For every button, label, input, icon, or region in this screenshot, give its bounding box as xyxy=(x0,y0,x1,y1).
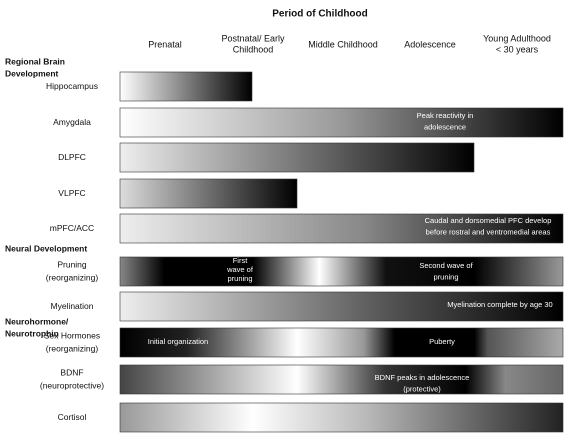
annotation: adolescence xyxy=(424,122,466,131)
column-header: Prenatal xyxy=(148,39,182,49)
gradient-bar xyxy=(119,107,564,138)
row-label: Myelination xyxy=(51,301,94,311)
annotation: before rostral and ventromedial areas xyxy=(426,227,551,236)
annotation: pruning xyxy=(433,272,458,281)
column-header: Childhood xyxy=(233,44,274,54)
annotation: First xyxy=(233,256,248,265)
gradient-bar xyxy=(119,256,564,287)
gradient-bar xyxy=(119,402,564,433)
section-label: Neurotrophin xyxy=(5,328,59,338)
annotation: Initial organization xyxy=(148,337,208,346)
row-label: Sex Hormones xyxy=(44,330,100,340)
row-label: Cortisol xyxy=(58,412,87,422)
column-header: < 30 years xyxy=(496,44,539,54)
annotation: (protective) xyxy=(403,384,441,393)
row-label: VLPFC xyxy=(58,188,85,198)
row-label: DLPFC xyxy=(58,152,86,162)
annotation: BDNF peaks in adolescence xyxy=(375,373,470,382)
row-label: (reorganizing) xyxy=(46,343,99,353)
gradient-bar xyxy=(119,213,564,244)
annotation: pruning xyxy=(227,274,252,283)
section-label: Development xyxy=(5,68,59,78)
column-header: Adolescence xyxy=(404,39,456,49)
section-label: Regional Brain xyxy=(5,56,65,66)
annotation: wave of xyxy=(226,265,254,274)
annotation: Myelination complete by age 30 xyxy=(447,300,552,309)
gradient-bar xyxy=(119,364,564,395)
row-label: Amygdala xyxy=(53,117,91,127)
title: Period of Childhood xyxy=(272,9,368,20)
annotation: Puberty xyxy=(429,337,455,346)
row-label: (reorganizing) xyxy=(46,272,99,282)
column-header: Young Adulthood xyxy=(483,33,551,43)
row-label: BDNF xyxy=(60,367,83,377)
column-header: Postnatal/ Early xyxy=(221,33,285,43)
row-label: (neuroprotective) xyxy=(40,380,104,390)
gradient-bar xyxy=(119,327,564,358)
gradient-bar xyxy=(119,142,475,173)
annotation: Caudal and dorsomedial PFC develop xyxy=(425,216,552,225)
section-label: Neural Development xyxy=(5,243,87,253)
row-label: mPFC/ACC xyxy=(50,223,94,233)
row-label: Pruning xyxy=(57,259,87,269)
gradient-bar xyxy=(119,178,298,209)
annotation: Second wave of xyxy=(419,261,473,270)
gradient-bar xyxy=(119,71,253,102)
section-label: Neurohormone/ xyxy=(5,316,69,326)
row-label: Hippocampus xyxy=(46,81,98,91)
annotation: Peak reactivity in xyxy=(417,111,474,120)
gradient-bar xyxy=(119,291,564,322)
column-header: Middle Childhood xyxy=(308,39,378,49)
